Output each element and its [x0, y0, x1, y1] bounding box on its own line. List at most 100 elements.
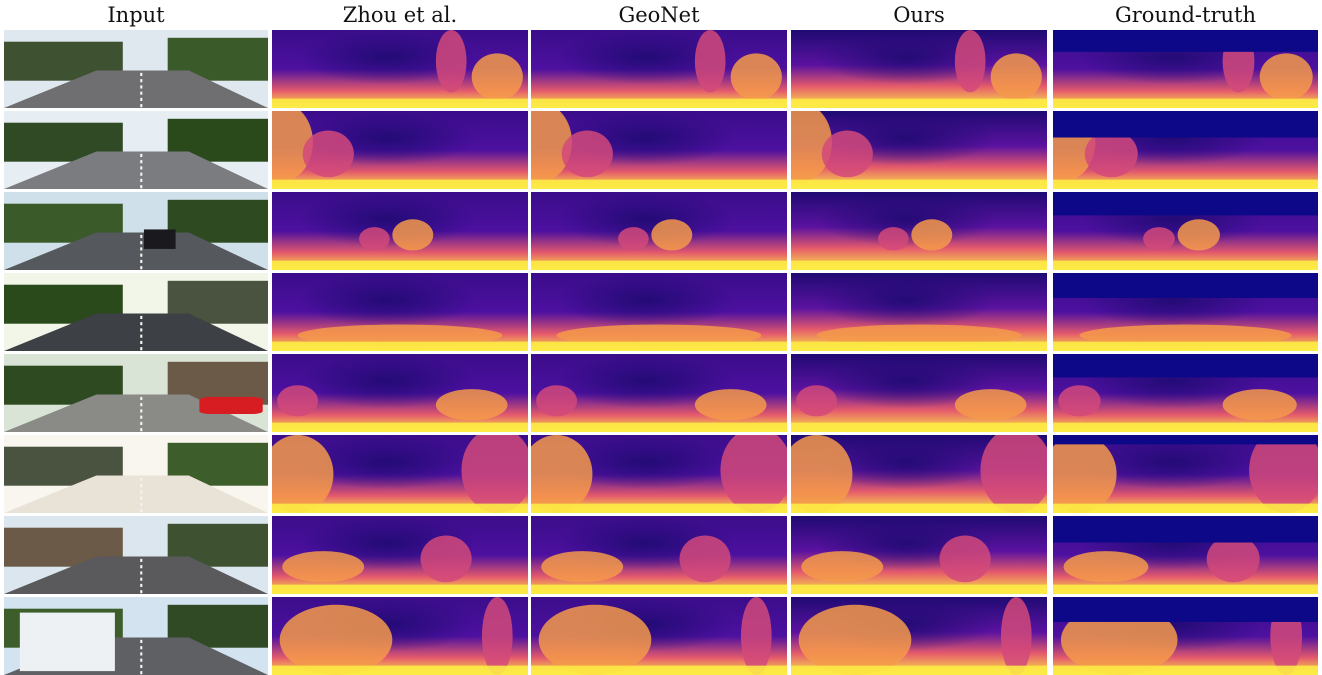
cell-zhou-row-7 — [272, 516, 528, 594]
input-photo — [4, 354, 268, 432]
depth-map — [531, 111, 787, 189]
cell-ground-truth-row-1 — [1053, 30, 1318, 108]
near-object — [801, 551, 884, 583]
near-object — [651, 219, 693, 251]
depth-map — [272, 192, 528, 270]
depth-map — [531, 435, 787, 513]
ground-near — [531, 503, 787, 513]
ground-near — [791, 341, 1047, 351]
road — [4, 70, 268, 108]
near-object — [954, 30, 986, 93]
depth-map — [1053, 30, 1318, 108]
missing-depth-band — [1053, 111, 1318, 138]
cell-geonet-row-6 — [531, 435, 787, 513]
depth-map — [1053, 354, 1318, 432]
depth-map — [531, 273, 787, 351]
black-car — [143, 229, 176, 249]
cell-ground-truth-row-6 — [1053, 435, 1318, 513]
cell-ours-row-4 — [791, 273, 1047, 351]
ground-near — [272, 179, 528, 189]
cell-ours-row-7 — [791, 516, 1047, 594]
ground-near — [791, 665, 1047, 675]
input-photo — [4, 273, 268, 351]
ground-near — [272, 422, 528, 432]
near-object — [878, 227, 909, 251]
near-object — [694, 30, 726, 93]
cell-geonet-row-3 — [531, 192, 787, 270]
near-object — [435, 389, 508, 421]
ground-near — [1053, 341, 1318, 351]
ground-near — [791, 422, 1047, 432]
cell-ground-truth-row-2 — [1053, 111, 1318, 189]
near-object — [297, 324, 503, 347]
cell-geonet-row-4 — [531, 273, 787, 351]
ground-near — [272, 260, 528, 270]
missing-depth-band — [1053, 30, 1318, 52]
cell-ours-row-5 — [791, 354, 1047, 432]
near-object — [796, 385, 838, 417]
ground-near — [791, 260, 1047, 270]
cell-geonet-row-7 — [531, 516, 787, 594]
near-object — [1063, 551, 1149, 583]
missing-depth-band — [1053, 435, 1318, 445]
header-zhou: Zhou et al. — [342, 3, 458, 27]
missing-depth-band — [1053, 354, 1318, 378]
near-object — [1053, 435, 1117, 513]
near-object — [911, 219, 953, 251]
near-object — [481, 597, 513, 675]
near-object — [791, 111, 832, 182]
depth-map — [791, 192, 1047, 270]
cell-ground-truth-row-8 — [1053, 597, 1318, 675]
cell-geonet-row-8 — [531, 597, 787, 675]
depth-map — [272, 273, 528, 351]
depth-map — [1053, 597, 1318, 675]
cell-zhou-row-8 — [272, 597, 528, 675]
ground-near — [272, 665, 528, 675]
input-photo — [4, 516, 268, 594]
cell-zhou-row-6 — [272, 435, 528, 513]
near-object — [392, 219, 434, 251]
cell-zhou-row-3 — [272, 192, 528, 270]
near-object — [1222, 389, 1297, 421]
depth-comparison-grid — [0, 30, 1322, 675]
ground-near — [531, 422, 787, 432]
cell-input-row-2 — [4, 111, 268, 189]
ground-near — [531, 260, 787, 270]
header-ours: Ours — [893, 3, 945, 27]
near-object — [536, 385, 578, 417]
cell-input-row-4 — [4, 273, 268, 351]
near-object — [272, 111, 313, 182]
near-object — [980, 435, 1047, 513]
near-object — [1259, 53, 1313, 101]
cell-input-row-8 — [4, 597, 268, 675]
white-truck — [19, 612, 115, 672]
depth-map — [791, 30, 1047, 108]
near-object — [740, 597, 772, 675]
missing-depth-band — [1053, 273, 1318, 298]
ground-near — [531, 179, 787, 189]
cell-geonet-row-1 — [531, 30, 787, 108]
near-object — [1177, 219, 1220, 251]
near-object — [720, 435, 787, 513]
near-object — [821, 130, 873, 178]
near-object — [1084, 130, 1138, 178]
depth-map — [272, 30, 528, 108]
missing-depth-band — [1053, 192, 1318, 216]
ground-near — [1053, 179, 1318, 189]
near-object — [1079, 324, 1292, 347]
depth-map — [272, 111, 528, 189]
cell-ours-row-6 — [791, 435, 1047, 513]
depth-map — [531, 597, 787, 675]
cell-ours-row-3 — [791, 192, 1047, 270]
input-photo — [4, 435, 268, 513]
near-object — [730, 53, 782, 101]
depth-map — [791, 597, 1047, 675]
near-object — [461, 435, 528, 513]
near-object — [1206, 535, 1260, 583]
near-object — [679, 535, 731, 583]
road — [4, 475, 268, 513]
road — [4, 556, 268, 594]
road — [4, 151, 268, 189]
near-object — [272, 435, 334, 513]
depth-map — [791, 435, 1047, 513]
